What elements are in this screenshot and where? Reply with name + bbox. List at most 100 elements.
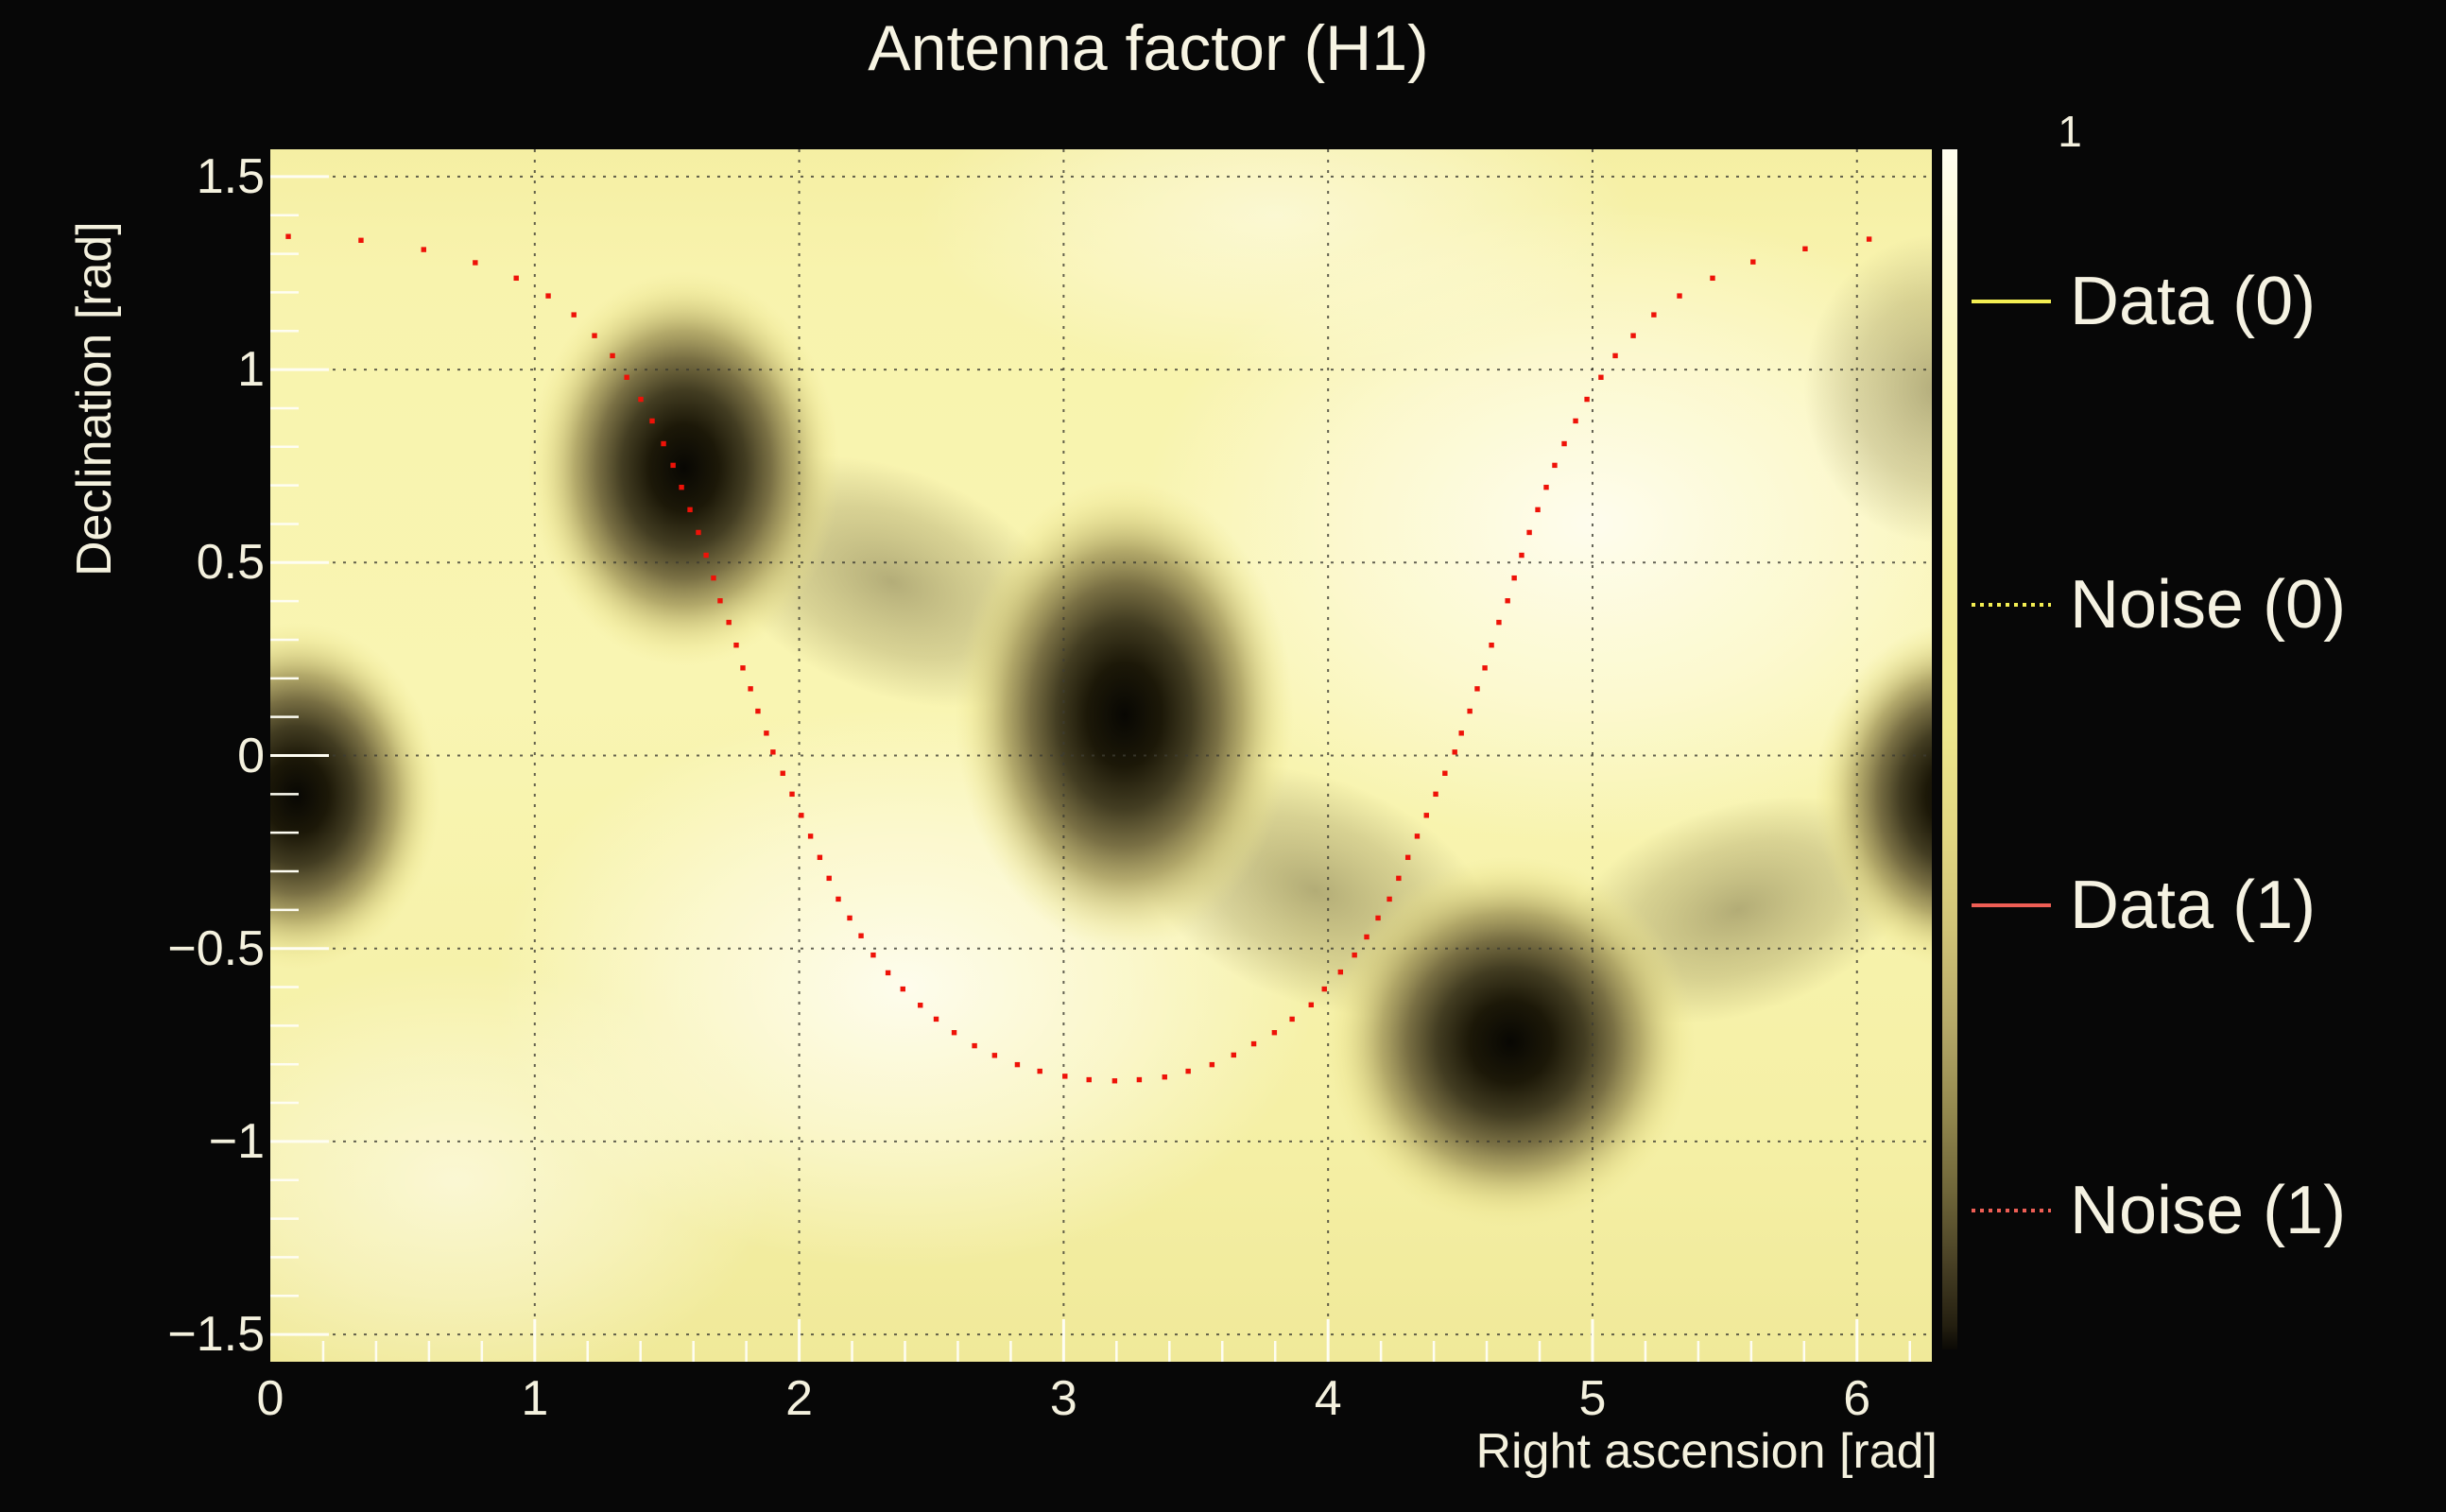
noise1-data-point <box>1598 374 1604 380</box>
heatmap-dark-minimum <box>270 622 440 971</box>
noise1-data-point <box>1496 619 1502 626</box>
noise1-data-point <box>1375 915 1381 921</box>
noise1-data-point <box>1231 1052 1236 1058</box>
noise1-data-point <box>1433 791 1438 798</box>
legend-entry: Noise (1) <box>1972 1168 2444 1253</box>
noise1-data-point <box>1423 813 1429 818</box>
noise1-data-point <box>1452 749 1457 755</box>
x-tick-label: 1 <box>521 1371 549 1426</box>
x-tick-label: 2 <box>785 1371 814 1426</box>
noise1-data-point <box>1404 854 1411 861</box>
noise1-data-point <box>687 507 693 513</box>
heatmap-dark-minimum <box>955 479 1294 951</box>
noise1-data-point <box>726 619 732 626</box>
noise1-data-point <box>513 275 519 282</box>
antenna-factor-heatmap <box>270 149 1932 1362</box>
noise1-data-point <box>1535 507 1541 513</box>
noise1-data-point <box>1474 686 1480 692</box>
heatmap-dark-band <box>1803 234 1932 543</box>
noise1-data-point <box>1308 1002 1314 1008</box>
noise1-data-point <box>918 1003 923 1008</box>
x-tick-label: 5 <box>1578 1371 1607 1426</box>
noise1-data-point <box>1162 1074 1167 1080</box>
heatmap-dark-minimum <box>1325 856 1697 1228</box>
y-tick-label: 1 <box>237 342 265 398</box>
noise1-data-point <box>972 1042 977 1049</box>
noise1-data-point <box>1710 275 1715 282</box>
y-tick-label: −0.5 <box>167 920 265 976</box>
noise1-data-point <box>624 374 629 380</box>
legend-entry: Data (0) <box>1972 259 2444 344</box>
noise1-data-point <box>1519 552 1524 558</box>
x-tick-label: 0 <box>256 1371 284 1426</box>
legend-swatch-solid <box>1972 903 2051 907</box>
noise1-data-point <box>1573 418 1578 424</box>
noise1-data-point <box>649 418 655 424</box>
noise1-data-point <box>858 933 864 938</box>
noise1-data-point <box>717 598 723 604</box>
noise1-data-point <box>1111 1078 1118 1084</box>
legend-swatch-dotted <box>1972 603 2051 607</box>
noise1-data-point <box>703 552 709 558</box>
noise1-data-point <box>696 529 701 536</box>
plot-title: Antenna factor (H1) <box>868 12 1429 84</box>
noise1-data-point <box>1467 708 1473 714</box>
noise1-data-point <box>1136 1076 1143 1083</box>
noise1-data-point <box>1321 986 1327 992</box>
noise1-data-point <box>789 791 795 798</box>
noise1-data-point <box>1185 1068 1191 1074</box>
noise1-data-point <box>358 237 364 243</box>
noise1-data-point <box>1866 236 1872 242</box>
noise1-data-point <box>1337 969 1344 975</box>
heatmap-bright-region <box>270 964 773 1362</box>
noise1-data-point <box>1086 1076 1092 1083</box>
noise1-data-point <box>740 665 746 671</box>
noise1-data-point <box>780 770 785 776</box>
y-tick-label: 0.5 <box>196 535 265 591</box>
y-tick-label: −1.5 <box>167 1307 265 1363</box>
legend-entry: Noise (0) <box>1972 562 2444 647</box>
x-tick-label: 3 <box>1049 1371 1077 1426</box>
noise1-data-point <box>1062 1074 1068 1079</box>
noise1-data-point <box>1458 730 1464 736</box>
noise1-data-point <box>847 915 853 921</box>
noise1-data-point <box>1482 665 1488 671</box>
x-axis-label: Right ascension [rad] <box>1475 1424 1938 1479</box>
noise1-data-point <box>1526 529 1532 536</box>
noise1-data-point <box>1209 1061 1215 1068</box>
noise1-data-point <box>1584 396 1590 403</box>
colorbar <box>1942 149 1957 1349</box>
noise1-data-point <box>1364 934 1369 940</box>
noise1-data-point <box>755 708 761 714</box>
noise1-data-point <box>1387 896 1392 902</box>
noise1-data-point <box>1750 259 1756 265</box>
heatmap-dark-minimum <box>527 271 840 665</box>
noise1-data-point <box>1802 246 1808 251</box>
y-tick-label: 1.5 <box>196 148 265 204</box>
noise1-data-point <box>1414 833 1421 839</box>
legend-swatch-dotted <box>1972 1209 2051 1212</box>
noise1-data-point <box>1014 1061 1021 1068</box>
noise1-data-point <box>571 312 577 318</box>
noise1-data-point <box>679 484 684 490</box>
x-tick-label: 4 <box>1314 1371 1342 1426</box>
noise1-data-point <box>991 1053 998 1058</box>
noise1-data-point <box>835 896 841 902</box>
noise1-data-point <box>885 970 891 976</box>
noise1-data-point <box>1677 293 1682 299</box>
colorbar-max-label: 1 <box>2058 107 2082 156</box>
noise1-data-point <box>1352 952 1357 958</box>
legend-entry: Data (1) <box>1972 863 2444 948</box>
noise1-data-point <box>826 875 832 882</box>
heatmap-bright-region <box>918 149 1632 378</box>
noise1-data-point <box>421 247 426 252</box>
y-tick-label: −1 <box>208 1113 265 1169</box>
noise1-data-point <box>545 293 551 299</box>
noise1-data-point <box>670 462 676 469</box>
noise1-data-point <box>1250 1040 1257 1047</box>
noise1-data-point <box>638 396 644 403</box>
legend-label: Noise (1) <box>2070 1173 2347 1248</box>
legend-label: Data (1) <box>2070 868 2317 943</box>
legend-swatch-solid <box>1972 300 2051 303</box>
noise1-data-point <box>711 575 716 581</box>
